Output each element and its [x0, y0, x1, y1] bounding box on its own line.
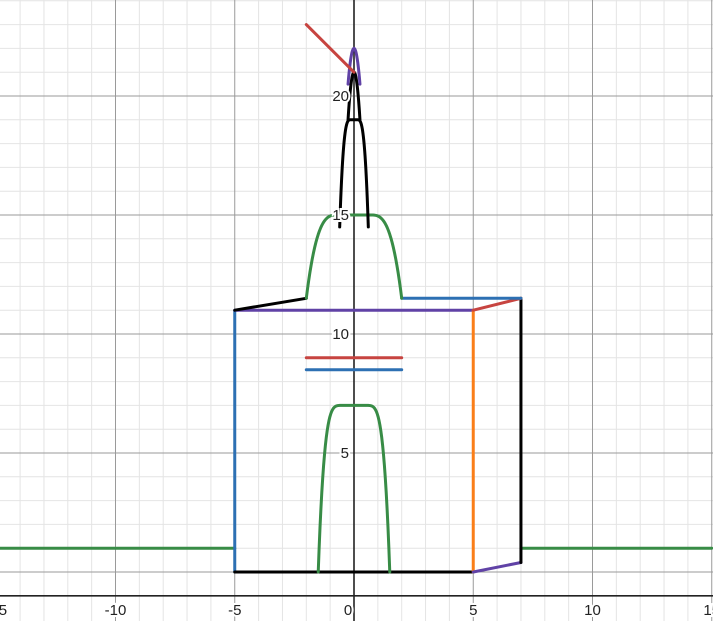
series-purple-17	[346, 46, 362, 86]
x-tick-label: -15	[0, 602, 7, 619]
x-tick-label: 5	[469, 602, 477, 619]
series-black-15	[338, 118, 370, 229]
y-tick-label: 15	[332, 207, 349, 224]
series-red-18	[304, 23, 356, 74]
series-green-14	[316, 403, 392, 574]
x-tick-label: -5	[228, 602, 241, 619]
x-tick-label: 10	[584, 602, 601, 619]
x-tick-label: 0	[344, 602, 352, 619]
x-tick-label: -10	[105, 602, 127, 619]
y-tick-label: 5	[341, 445, 349, 462]
series-black-10	[233, 296, 308, 312]
x-tick-label: 15	[703, 602, 713, 619]
curves	[0, 23, 713, 574]
series-green-13	[304, 213, 404, 300]
y-tick-label: 20	[332, 88, 349, 105]
series-purple-6	[471, 560, 523, 574]
series-red-8	[471, 296, 523, 312]
y-tick-label: 10	[332, 326, 349, 343]
